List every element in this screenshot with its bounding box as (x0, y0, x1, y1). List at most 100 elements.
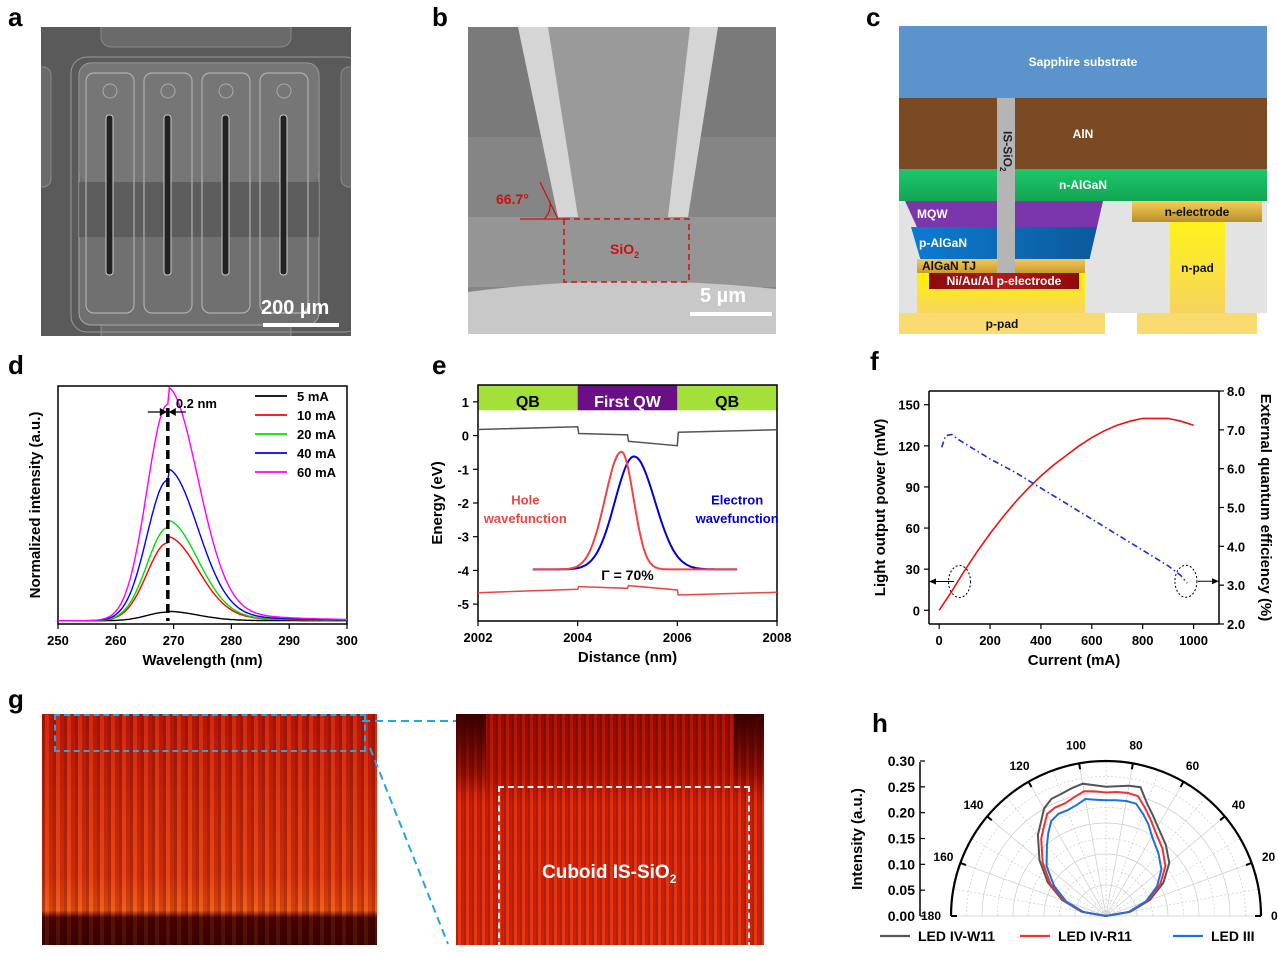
layer-sapphire: Sapphire substrate (899, 26, 1267, 98)
angle-tick (960, 862, 967, 866)
grid-spoke (1105, 781, 1184, 917)
led-structure-diagram: Sapphire substrate AlN n-AlGaN MQW p-AlG… (899, 26, 1271, 336)
y-right-axis-label: External quantum efficiency (%) (1257, 394, 1274, 622)
grid-circle (997, 807, 1215, 917)
x-tick-label: 290 (278, 633, 300, 648)
field-map-zoomed: Cuboid IS-SiO2 (456, 714, 764, 948)
grid-spoke (971, 838, 1107, 917)
r-tick-label: 0.15 (888, 831, 915, 847)
legend-label: LED IV-R11 (1058, 928, 1132, 944)
is-sio2-label: IS-SiO2 (997, 106, 1015, 196)
angle-tick-label: 160 (933, 850, 953, 864)
lop-arrow-head (929, 578, 936, 585)
r-tick-label: 0.20 (888, 805, 915, 821)
electron-label-line2: wavefunction (695, 511, 779, 526)
series-line-5mA (58, 610, 347, 622)
panel-e-label: e (432, 350, 447, 380)
legend-label: LED III (1211, 928, 1255, 944)
angle-tick-label: 180 (921, 909, 941, 923)
is-sio2-text: IS-SiO (1000, 130, 1015, 167)
layer-p-electrode: Ni/Au/Al p-electrode (929, 273, 1079, 289)
series-line-20mA (58, 519, 347, 622)
r-tick-label: 0.30 (888, 753, 915, 769)
x-tick-label: 300 (336, 633, 358, 648)
angle-tick-label: 0 (1271, 909, 1278, 923)
y-axis-label: Light output power (mW) (872, 419, 889, 596)
panel-h-label: h (872, 708, 888, 738)
x-tick-label: 600 (1081, 633, 1103, 648)
grid-spoke (1028, 781, 1107, 917)
x-tick-label: 2006 (663, 630, 692, 645)
panel-g-label: g (8, 684, 24, 714)
cuboid-region-box (498, 786, 750, 948)
polar-series-2 (1045, 797, 1163, 917)
legend-label: 40 mA (297, 446, 337, 461)
outer-arc (949, 759, 1263, 917)
angle-tick (1078, 763, 1082, 770)
hole-label-line2: wavefunction (483, 511, 567, 526)
y-axis-label: Energy (eV) (429, 461, 446, 544)
sio2-text: SiO (610, 241, 635, 257)
angle-tick-label: 80 (1129, 739, 1143, 753)
y-tick-label: -5 (457, 597, 469, 612)
y-tick-label: 90 (906, 480, 920, 495)
grid-spoke (1006, 797, 1107, 917)
angle-tick-label: 140 (963, 798, 983, 812)
x-tick-label: 200 (979, 633, 1001, 648)
shift-annotation: 0.2 nm (176, 396, 217, 411)
sio2-region-label: SiO2 (610, 241, 639, 260)
lop-indicator-ellipse (948, 565, 972, 599)
chart-h-polar-intensity: 0.00 0.05 0.10 0.15 0.20 0.25 0.30 Intensity (a… (849, 739, 1278, 944)
grid-spoke (1105, 770, 1160, 917)
polar-series-1 (1040, 790, 1167, 917)
angle-tick-label: 100 (1066, 739, 1086, 753)
series-line-10mA (58, 536, 347, 622)
x-tick-label: 270 (163, 633, 185, 648)
x-tick-label: 400 (1030, 633, 1052, 648)
n-pad-body: n-pad (1170, 222, 1225, 313)
dark-corner-left (456, 714, 486, 794)
y-right-tick-label: 2.0 (1227, 617, 1245, 632)
grid-spoke (1078, 763, 1107, 917)
series-line-right (940, 433, 1188, 584)
angle-tick (986, 815, 993, 821)
y-tick-label: 150 (898, 398, 920, 413)
electron-label-line1: Electron (711, 493, 763, 508)
chart-e-band-diagram: QB First QW QB 2002 2004 2006 2008 1 0 -1 -2 -3 -4 -5… (429, 384, 791, 666)
x-tick-label: 2004 (563, 630, 593, 645)
valence-band-line (477, 584, 778, 596)
angle-tick-label: 120 (1009, 759, 1029, 773)
angle-tick (1219, 815, 1226, 821)
plot-frame (57, 385, 348, 625)
angle-tick-label: 40 (1232, 798, 1246, 812)
grid-circle (1090, 900, 1122, 917)
x-tick-label: 280 (221, 633, 243, 648)
series-line-60mA (58, 386, 347, 622)
sem-led-drawing (41, 27, 351, 336)
angle-tick (1245, 862, 1252, 866)
eqe-arrow-head (1212, 578, 1219, 585)
y-right-tick-label: 5.0 (1227, 501, 1245, 516)
x-axis-label: Wavelength (nm) (142, 652, 262, 669)
layer-n-algan: n-AlGaN (899, 169, 1267, 201)
eqe-indicator-ellipse (1174, 564, 1198, 598)
y-tick-label: -2 (457, 496, 469, 511)
scale-bar-b (690, 312, 772, 316)
field-map-full (42, 714, 377, 945)
grid-spoke (1105, 838, 1241, 917)
angle-tick (1027, 781, 1033, 788)
chart-d-emission-spectra: 250 260 270 280 290 300 Wavelength (nm) Normali… (27, 385, 358, 669)
grid-spoke (960, 862, 1107, 917)
panel-c-label: c (866, 2, 881, 32)
region-label: First QW (594, 394, 662, 411)
angle-tick (1130, 763, 1134, 770)
dark-corner-right (734, 714, 764, 794)
series-line-left (938, 417, 1194, 611)
is-sio2-subscript: 2 (997, 166, 1007, 172)
y-tick-label: 30 (906, 562, 920, 577)
grid-spoke (1105, 862, 1252, 917)
arrow-head-right (168, 408, 176, 416)
legend-label: 5 mA (297, 389, 329, 404)
x-axis-label: Distance (nm) (578, 649, 677, 666)
y-tick-label: 0 (913, 603, 920, 618)
